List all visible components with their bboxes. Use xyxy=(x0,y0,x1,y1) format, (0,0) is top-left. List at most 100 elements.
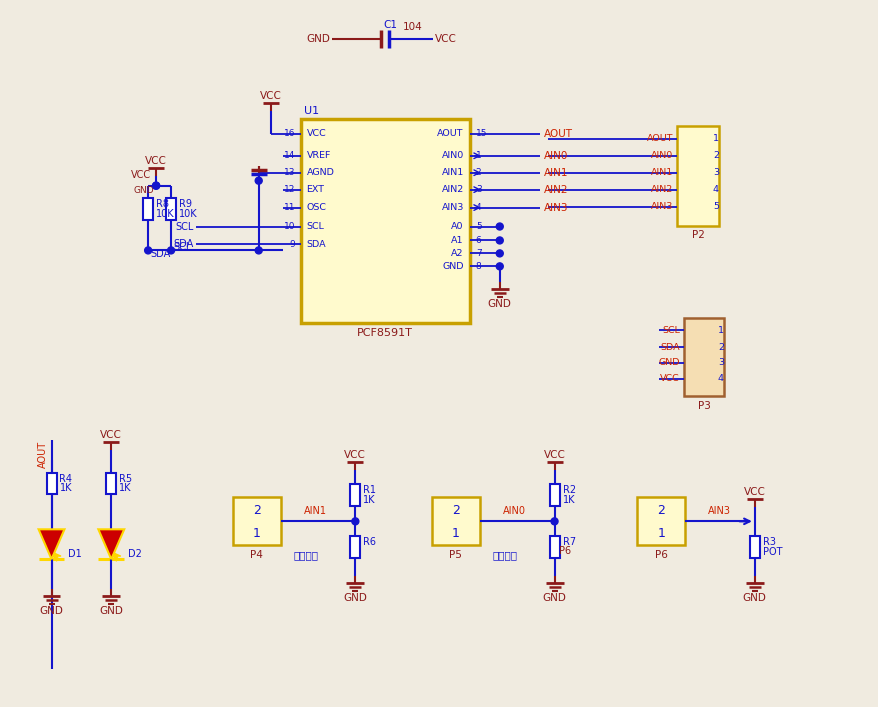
Text: 2: 2 xyxy=(253,504,261,517)
Text: 1: 1 xyxy=(717,326,723,334)
Text: 8: 8 xyxy=(475,262,481,271)
Text: VCC: VCC xyxy=(145,156,167,165)
Text: 3: 3 xyxy=(717,358,723,368)
Text: 1K: 1K xyxy=(119,484,132,493)
Circle shape xyxy=(496,263,503,270)
Text: OSC: OSC xyxy=(306,203,326,212)
Text: 9: 9 xyxy=(290,240,295,249)
Bar xyxy=(676,126,718,226)
Text: AGND: AGND xyxy=(306,168,334,177)
Circle shape xyxy=(153,182,160,189)
Text: SDA: SDA xyxy=(306,240,326,249)
Circle shape xyxy=(496,250,503,257)
Text: AIN0: AIN0 xyxy=(650,151,673,160)
Text: 4: 4 xyxy=(475,203,481,212)
Text: A0: A0 xyxy=(451,222,464,231)
Text: R9: R9 xyxy=(179,199,191,209)
Text: 13: 13 xyxy=(284,168,295,177)
Text: P6: P6 xyxy=(558,547,570,556)
Text: SCL: SCL xyxy=(661,326,680,334)
Text: 14: 14 xyxy=(284,151,295,160)
Text: 12: 12 xyxy=(284,185,295,194)
Text: AIN1: AIN1 xyxy=(650,168,673,177)
Circle shape xyxy=(168,247,175,254)
Text: GND: GND xyxy=(40,606,63,616)
Text: 10K: 10K xyxy=(156,209,175,218)
Bar xyxy=(143,198,153,220)
Text: VCC: VCC xyxy=(131,170,151,180)
Text: AOUT: AOUT xyxy=(543,129,572,139)
Text: VCC: VCC xyxy=(543,450,565,460)
Text: AOUT: AOUT xyxy=(38,441,47,468)
Text: SDA: SDA xyxy=(659,342,680,351)
Circle shape xyxy=(255,247,262,254)
Text: P6: P6 xyxy=(654,550,666,560)
Bar xyxy=(549,537,559,559)
Text: P5: P5 xyxy=(449,550,462,560)
Text: 6: 6 xyxy=(475,236,481,245)
Text: 16: 16 xyxy=(284,129,295,139)
Bar xyxy=(549,484,559,506)
Text: GND: GND xyxy=(99,606,123,616)
Text: 15: 15 xyxy=(475,129,486,139)
Bar xyxy=(637,498,684,545)
Text: C1: C1 xyxy=(383,21,397,30)
Text: 11: 11 xyxy=(284,203,295,212)
Text: A2: A2 xyxy=(451,249,464,258)
Text: VCC: VCC xyxy=(435,34,457,45)
Text: VCC: VCC xyxy=(743,487,765,498)
Text: 5: 5 xyxy=(712,202,718,211)
Text: AIN2: AIN2 xyxy=(441,185,464,194)
Text: GND: GND xyxy=(487,299,511,309)
Bar xyxy=(166,198,176,220)
Circle shape xyxy=(255,177,262,184)
Bar xyxy=(300,119,470,323)
Text: R6: R6 xyxy=(363,537,376,547)
Text: 1: 1 xyxy=(253,527,261,539)
Text: POT: POT xyxy=(762,547,781,557)
Text: AIN0: AIN0 xyxy=(502,506,526,516)
Text: 10: 10 xyxy=(284,222,295,231)
Bar xyxy=(350,484,360,506)
Circle shape xyxy=(496,223,503,230)
Text: SDA: SDA xyxy=(150,250,170,259)
Text: GND: GND xyxy=(133,186,154,195)
Text: 1: 1 xyxy=(657,527,665,539)
Bar xyxy=(432,498,479,545)
Text: AIN1: AIN1 xyxy=(304,506,327,516)
Text: 1K: 1K xyxy=(363,496,376,506)
Circle shape xyxy=(153,182,160,189)
Text: VCC: VCC xyxy=(259,91,281,101)
Text: 1: 1 xyxy=(712,134,718,144)
Text: 10K: 10K xyxy=(179,209,198,218)
Text: R5: R5 xyxy=(119,474,133,484)
Text: 1K: 1K xyxy=(60,484,72,493)
Text: 104: 104 xyxy=(403,23,422,33)
Text: GND: GND xyxy=(742,593,766,603)
Text: GND: GND xyxy=(343,593,367,603)
Text: SCL: SCL xyxy=(176,221,194,231)
Bar xyxy=(47,472,56,494)
Text: AIN3: AIN3 xyxy=(441,203,464,212)
Text: D1: D1 xyxy=(68,549,83,559)
Text: AIN2: AIN2 xyxy=(650,185,673,194)
Text: 2: 2 xyxy=(451,504,459,517)
Bar xyxy=(749,537,759,559)
Text: 1: 1 xyxy=(451,527,459,539)
Bar xyxy=(233,498,280,545)
Text: SDA: SDA xyxy=(174,240,194,250)
Text: AIN3: AIN3 xyxy=(708,506,730,516)
Text: R3: R3 xyxy=(762,537,775,547)
Text: VCC: VCC xyxy=(344,450,366,460)
Text: U1: U1 xyxy=(303,106,319,116)
Text: P2: P2 xyxy=(691,230,703,240)
Text: GND: GND xyxy=(658,358,680,368)
Text: SCL: SCL xyxy=(173,243,191,252)
Bar xyxy=(683,318,723,396)
Text: AIN3: AIN3 xyxy=(543,203,567,213)
Text: AIN1: AIN1 xyxy=(441,168,464,177)
Text: D2: D2 xyxy=(128,549,142,559)
Text: R2: R2 xyxy=(562,486,575,496)
Text: AIN3: AIN3 xyxy=(650,202,673,211)
Text: 5: 5 xyxy=(475,222,481,231)
